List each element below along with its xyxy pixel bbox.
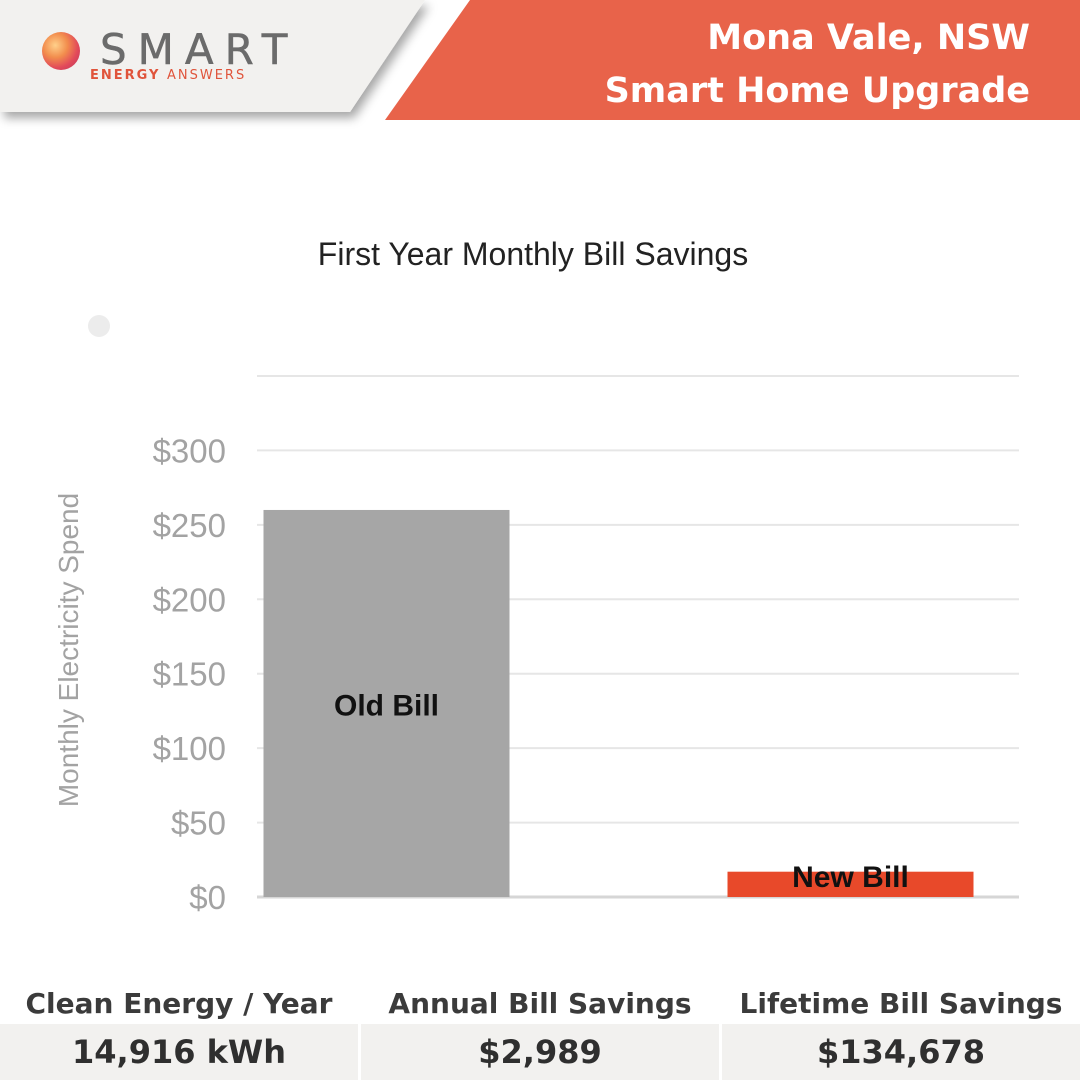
logo-tagline: ENERGY ANSWERS: [90, 68, 246, 83]
y-tick-label: $250: [153, 507, 226, 544]
bar-old-bill: [263, 509, 510, 897]
header-location: Mona Vale, NSW: [707, 18, 1030, 58]
stat-label: Lifetime Bill Savings: [739, 987, 1063, 1020]
stat-clean-energy: Clean Energy / Year 14,916 kWh: [0, 978, 358, 1080]
header-logo-panel: [0, 0, 425, 112]
logo-sphere-icon: [42, 32, 80, 70]
header-subtitle: Smart Home Upgrade: [604, 71, 1030, 111]
y-tick-label: $0: [189, 879, 226, 916]
y-axis-label: Monthly Electricity Spend: [53, 493, 84, 807]
stat-value: $134,678: [722, 1024, 1080, 1080]
bill-savings-chart: First Year Monthly Bill Savings Monthly …: [0, 200, 1080, 940]
header-title: Mona Vale, NSW Smart Home Upgrade: [605, 12, 1030, 118]
bar-label: Old Bill: [334, 689, 439, 722]
stat-value: $2,989: [361, 1024, 719, 1080]
header-accent-panel: [385, 0, 1080, 120]
stat-label: Annual Bill Savings: [388, 987, 692, 1020]
stats-footer: Clean Energy / Year 14,916 kWh Annual Bi…: [0, 978, 1080, 1080]
header: SMART ENERGY ANSWERS Mona Vale, NSW Smar…: [0, 0, 1080, 130]
header-background: [0, 0, 1080, 120]
chart-canvas: First Year Monthly Bill Savings Monthly …: [53, 236, 1019, 916]
legend-marker-icon: [88, 315, 110, 337]
y-tick-label: $50: [171, 805, 226, 842]
y-tick-label: $200: [153, 581, 226, 618]
logo-tagline-thin: ANSWERS: [166, 68, 247, 83]
stat-annual-savings: Annual Bill Savings $2,989: [361, 978, 719, 1080]
chart-title: First Year Monthly Bill Savings: [318, 236, 748, 272]
stat-lifetime-savings: Lifetime Bill Savings $134,678: [722, 978, 1080, 1080]
bar-new-bill: [727, 871, 974, 897]
y-tick-label: $100: [153, 730, 226, 767]
y-tick-labels: $0 $50 $100 $150 $200 $250 $300: [153, 432, 226, 916]
bar-label: New Bill: [792, 861, 909, 894]
brand-logo: SMART ENERGY ANSWERS: [42, 25, 312, 98]
stat-label: Clean Energy / Year: [25, 987, 333, 1020]
logo-tagline-bold: ENERGY: [90, 68, 161, 83]
stat-value: 14,916 kWh: [0, 1024, 358, 1080]
y-tick-label: $300: [153, 432, 226, 469]
bars: Old Bill New Bill: [263, 509, 974, 897]
y-tick-label: $150: [153, 656, 226, 693]
logo-wordmark: SMART: [100, 25, 299, 75]
